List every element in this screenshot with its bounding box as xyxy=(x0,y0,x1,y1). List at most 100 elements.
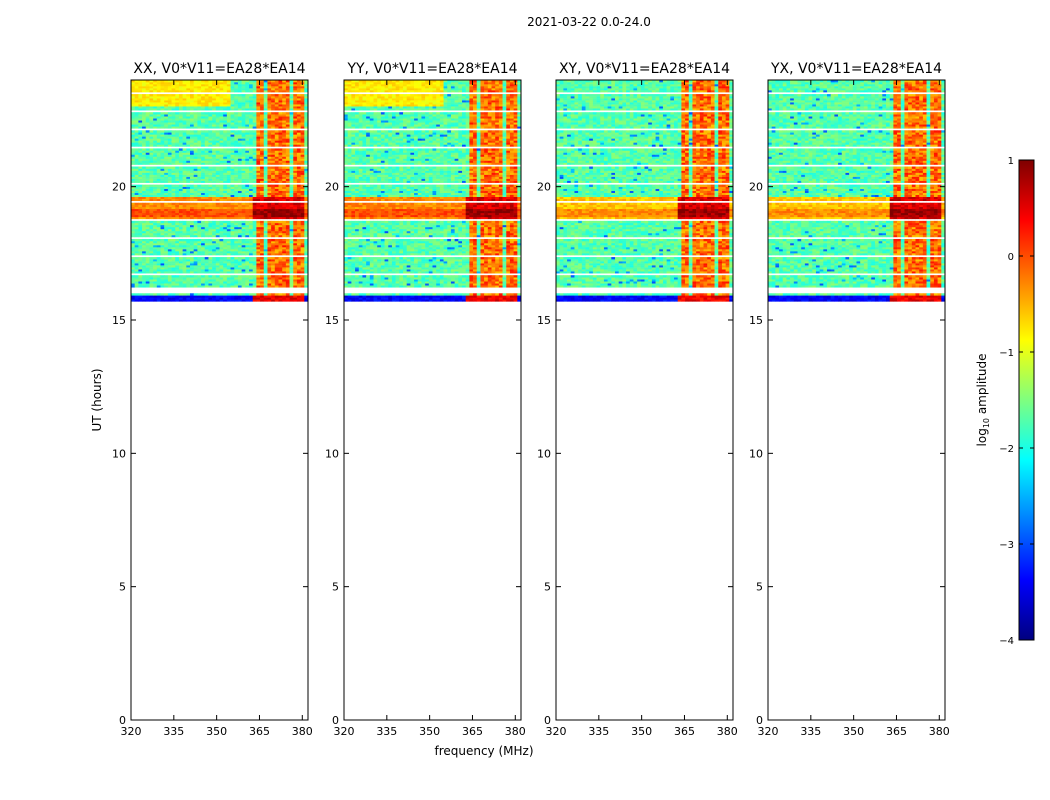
heatmap-cell xyxy=(142,269,147,272)
heatmap-cell xyxy=(197,269,202,272)
heatmap-cell xyxy=(212,249,217,252)
heatmap-cell xyxy=(289,84,294,87)
heatmap-cell xyxy=(160,224,165,228)
heatmap-cell xyxy=(458,283,463,286)
heatmap-cell xyxy=(208,188,213,191)
heatmap-cell xyxy=(465,295,470,298)
heatmap-cell xyxy=(256,166,261,169)
heatmap-cell xyxy=(271,94,276,97)
heatmap-cell xyxy=(201,261,206,264)
heatmap-cell xyxy=(156,232,161,236)
heatmap-cell xyxy=(134,82,139,85)
heatmap-cell xyxy=(509,283,514,286)
heatmap-cell xyxy=(197,230,202,234)
heatmap-cell xyxy=(366,299,371,302)
heatmap-cell xyxy=(296,106,301,109)
heatmap-cell xyxy=(300,269,305,272)
heatmap-cell xyxy=(175,148,180,151)
heatmap-cell xyxy=(182,234,187,238)
heatmap-yy xyxy=(344,80,521,302)
heatmap-cell xyxy=(153,106,158,109)
heatmap-cell xyxy=(223,80,228,83)
heatmap-cell xyxy=(131,204,135,208)
heatmap-cell xyxy=(201,96,206,99)
heatmap-cell xyxy=(167,160,172,163)
heatmap-cell xyxy=(190,126,194,129)
heatmap-cell xyxy=(215,150,220,153)
heatmap-cell xyxy=(190,104,194,107)
heatmap-cell xyxy=(212,100,217,103)
heatmap-cell xyxy=(175,104,180,107)
heatmap-cell xyxy=(149,216,154,220)
heatmap-cell xyxy=(241,263,246,266)
heatmap-cell xyxy=(300,253,305,256)
heatmap-cell xyxy=(245,120,250,123)
heatmap-cell xyxy=(145,242,150,246)
heatmap-cell xyxy=(241,188,246,191)
heatmap-cell xyxy=(274,152,279,155)
heatmap-cell xyxy=(131,112,135,115)
heatmap-cell xyxy=(193,88,198,91)
heatmap-cell xyxy=(249,176,253,179)
heatmap-cell xyxy=(285,176,290,179)
heatmap-cell xyxy=(513,283,518,286)
heatmap-cell xyxy=(204,156,209,159)
heatmap-cell xyxy=(142,114,147,117)
heatmap-cell xyxy=(252,86,257,89)
heatmap-cell xyxy=(362,297,367,300)
heatmap-cell xyxy=(278,130,283,133)
heatmap-cell xyxy=(476,293,481,296)
heatmap-cell xyxy=(134,158,139,161)
heatmap-cell xyxy=(175,186,180,189)
heatmap-cell xyxy=(142,251,147,254)
heatmap-cell xyxy=(156,88,161,91)
heatmap-cell xyxy=(237,106,242,109)
heatmap-cell xyxy=(245,96,250,99)
heatmap-cell xyxy=(212,138,217,141)
heatmap-cell xyxy=(167,247,172,250)
heatmap-cell xyxy=(204,102,209,105)
heatmap-cell xyxy=(282,104,287,107)
heatmap-cell xyxy=(167,299,172,302)
heatmap-cell xyxy=(208,174,213,177)
heatmap-cell xyxy=(274,160,279,163)
heatmap-cell xyxy=(208,210,213,214)
heatmap-cell xyxy=(226,100,231,103)
heatmap-cell xyxy=(271,140,276,143)
heatmap-cell xyxy=(462,285,466,288)
heatmap-cell xyxy=(208,126,213,129)
heatmap-cell xyxy=(285,160,290,163)
heatmap-cell xyxy=(234,134,239,137)
heatmap-cell xyxy=(296,261,301,264)
heatmap-cell xyxy=(182,94,187,97)
heatmap-cell xyxy=(193,102,198,105)
heatmap-cell xyxy=(249,214,253,218)
heatmap-cell xyxy=(271,104,276,107)
heatmap-cell xyxy=(204,232,209,236)
heatmap-cell xyxy=(293,295,298,298)
heatmap-cell xyxy=(212,277,217,280)
heatmap-cell xyxy=(289,210,294,214)
heatmap-cell xyxy=(241,86,246,89)
heatmap-cell xyxy=(234,214,239,218)
heatmap-cell xyxy=(204,168,209,171)
heatmap-cell xyxy=(282,152,287,155)
heatmap-cell xyxy=(226,224,231,228)
heatmap-cell xyxy=(208,228,213,232)
heatmap-cell xyxy=(178,170,183,173)
heatmap-cell xyxy=(285,84,290,87)
heatmap-cell xyxy=(252,269,257,272)
heatmap-cell xyxy=(190,208,194,212)
heatmap-cell xyxy=(208,232,213,236)
heatmap-cell xyxy=(263,116,268,119)
heatmap-cell xyxy=(131,230,135,234)
heatmap-cell xyxy=(296,176,301,179)
heatmap-cell xyxy=(182,220,187,224)
heatmap-cell xyxy=(175,275,180,278)
heatmap-cell xyxy=(131,144,135,147)
heatmap-cell xyxy=(145,148,150,151)
heatmap-cell xyxy=(285,82,290,85)
heatmap-cell xyxy=(289,132,294,135)
heatmap-cell xyxy=(304,104,308,107)
heatmap-cell xyxy=(208,88,213,91)
